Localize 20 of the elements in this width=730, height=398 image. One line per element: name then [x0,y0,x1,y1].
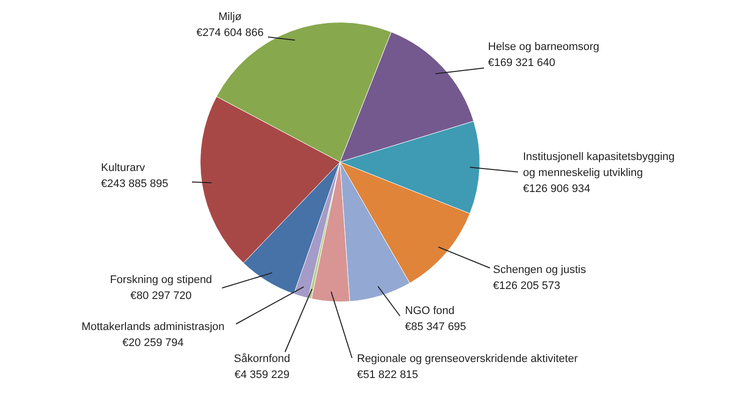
slice-label: Kulturarv [101,162,146,174]
data-label: €51 822 815 [357,369,418,382]
slice-label: NGO fond [405,305,455,318]
data-label: €126 906 934 [523,183,590,196]
data-label: €126 205 573 [493,280,560,292]
data-label: €85 347 695 [405,321,466,334]
slice-label: Mottakerlands administrasjon [81,321,225,334]
slice-label: Forskning og stipend [110,274,212,286]
data-label: €4 359 229 [234,369,290,382]
slice-label: Regionale og grenseoverskridende aktiviteter [357,353,578,366]
slice-label: Miljø [218,11,242,24]
slice-label: Institusjonell kapasitetsbygging og menneskelig utvikling [523,151,675,180]
data-label: €169 321 640 [488,57,556,70]
slice-label: Schengen og justis [493,264,586,276]
slice-label: Såkornfond [234,353,290,366]
slice-label: Helse og barneomsorg [488,41,600,54]
data-label: €20 259 794 [122,337,184,350]
data-label: €243 885 895 [101,178,168,190]
data-label: €274 604 866 [196,27,264,40]
data-label: €80 297 720 [130,290,192,302]
